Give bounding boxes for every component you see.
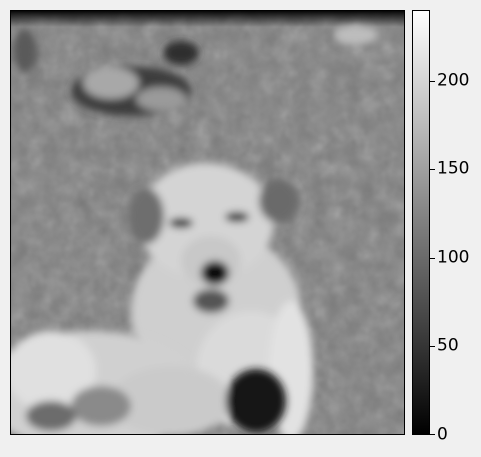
- colorbar-tick-label: 200: [437, 70, 470, 91]
- colorbar-tick: [430, 346, 435, 348]
- colorbar: [412, 10, 430, 435]
- grayscale-dog-photo: [11, 11, 404, 434]
- colorbar-tick-label: 100: [437, 247, 470, 268]
- colorbar-tick-label: 150: [437, 158, 470, 179]
- colorbar-tick: [430, 434, 435, 435]
- colorbar-tick: [430, 257, 435, 259]
- colorbar-tick: [430, 80, 435, 82]
- image-panel: [10, 10, 405, 435]
- colorbar-tick-label: 0: [437, 424, 448, 445]
- colorbar-tick: [430, 169, 435, 171]
- colorbar-tick-label: 50: [437, 335, 459, 356]
- dog: [128, 163, 313, 434]
- background-animal: [71, 41, 199, 116]
- foreground-person: [11, 331, 286, 434]
